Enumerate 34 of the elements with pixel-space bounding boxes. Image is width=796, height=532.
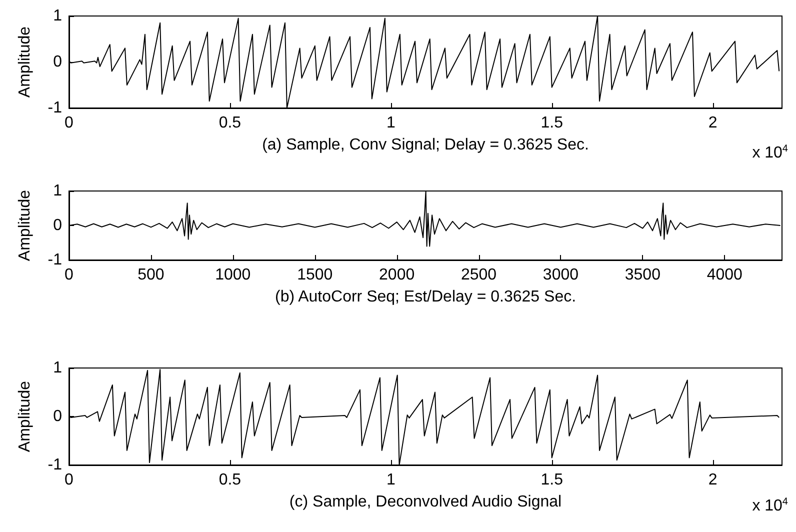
x-tick-label: 2 (708, 114, 718, 132)
x-tick-label: 1 (386, 472, 396, 488)
y-tick-label: 1 (53, 8, 62, 24)
y-tick-label: -1 (48, 252, 62, 268)
y-tick-label: 1 (53, 360, 62, 376)
x-tick-label: 3500 (624, 266, 661, 284)
x-axis-title: (a) Sample, Conv Signal; Delay = 0.3625 Sec. (262, 136, 589, 154)
x-tick-label: 1.5 (540, 114, 564, 132)
x-tick-label: 500 (138, 266, 164, 284)
x-tick-label: 3000 (542, 266, 579, 284)
y-tick-label: -1 (48, 456, 62, 474)
x-tick-label: 1 (386, 114, 396, 132)
y-tick-label: 0 (53, 217, 62, 234)
x-tick-label: 1500 (297, 266, 333, 284)
x-tick-label: 0.5 (218, 114, 242, 132)
x-tick-label: 1.5 (540, 472, 564, 488)
x-axis-title: (c) Sample, Deconvolved Audio Signal (289, 494, 562, 510)
x-tick-label: 0 (64, 114, 74, 132)
x-tick-label: 2000 (379, 266, 415, 284)
x-tick-label: 2500 (460, 266, 497, 284)
x-tick-label: 2 (708, 472, 718, 488)
y-tick-label: 0 (53, 408, 62, 425)
x-tick-label: 0.5 (218, 472, 242, 488)
y-tick-label: -1 (48, 100, 62, 116)
x-tick-label: 0 (64, 266, 74, 284)
y-axis-title: Amplitude (16, 380, 34, 452)
y-axis-title: Amplitude (16, 190, 34, 262)
y-tick-label: 0 (53, 54, 62, 70)
y-tick-label: 1 (53, 182, 62, 200)
x-tick-label: 4000 (706, 266, 743, 284)
x-tick-label: 1000 (215, 266, 251, 284)
x-tick-label: 0 (64, 472, 74, 488)
x-axis-title: (b) AutoCorr Seq; Est/Delay = 0.3625 Sec. (274, 288, 576, 306)
y-axis-title: Amplitude (16, 26, 34, 98)
